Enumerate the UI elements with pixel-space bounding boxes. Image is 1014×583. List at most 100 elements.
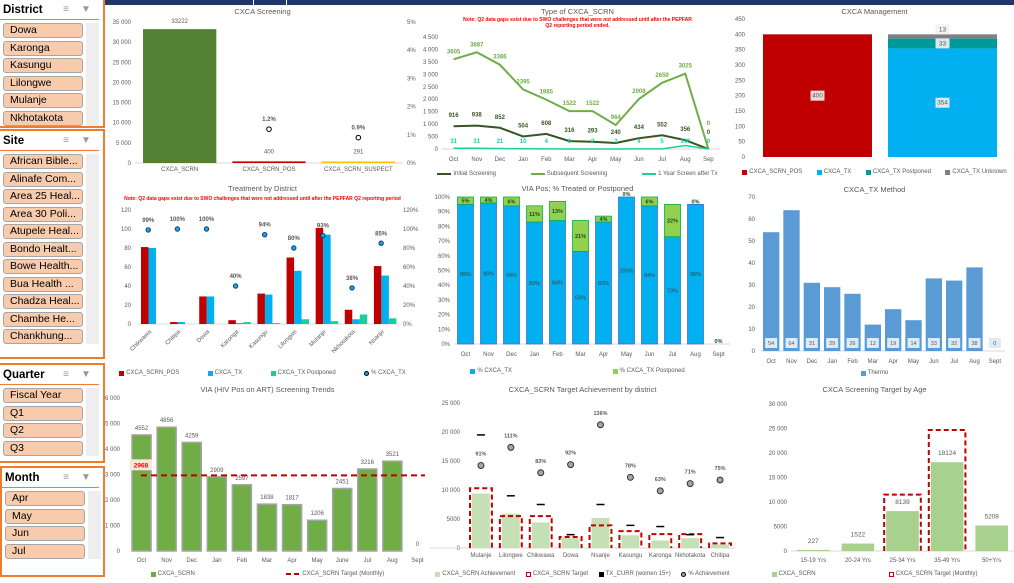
x-tick-label: Chitipa [711, 553, 730, 559]
slicer-quarter: Quarter ≡ ▼ Fiscal Year Q1 Q2 Q3 [0, 363, 105, 463]
chart-title: CXCA Screening [234, 7, 291, 16]
multi-select-icon[interactable]: ≡ [63, 368, 69, 380]
slicer-sidebar: District ≡ ▼ Dowa Karonga Kasungu Lilongwe M… [0, 0, 105, 583]
bar [925, 278, 942, 351]
slicer-scrollbar[interactable] [86, 154, 99, 344]
slicer-item[interactable]: May [5, 508, 85, 524]
data-label: 5% [462, 199, 470, 205]
multi-select-icon[interactable]: ≡ [63, 471, 69, 483]
x-tick-label: 15-19 Yrs [800, 558, 826, 564]
legend-item[interactable]: CXCA_SCRN [150, 571, 195, 577]
slicer-item[interactable]: Kasungu [3, 58, 83, 73]
y-tick-label: 450 [735, 17, 746, 23]
slicer-item[interactable]: Area 25 Heal... [3, 189, 83, 204]
clear-filter-icon[interactable]: ▼ [81, 3, 91, 15]
x-tick-label: 35-49 Yrs [934, 558, 960, 564]
legend-item[interactable]: Subsequent Screening [530, 171, 607, 177]
legend-item[interactable]: Thermo [860, 370, 888, 376]
legend-item[interactable]: % CXCA_TX Postponed [612, 368, 685, 374]
clear-filter-icon[interactable]: ▼ [81, 368, 91, 380]
bar [388, 318, 397, 324]
slicer-item[interactable]: Jun [5, 526, 85, 541]
legend-item[interactable]: 1 Year Screen after Tx [642, 171, 718, 177]
slicer-scrollbar[interactable] [86, 23, 99, 126]
chart-title: CXCA Screening Target by Age [822, 385, 927, 394]
legend-item[interactable]: % CXCA_TX [364, 370, 406, 376]
legend-item[interactable]: % CXCA_TX [470, 368, 512, 374]
slicer-item[interactable]: Chankhung... [3, 329, 83, 344]
y-tick-label: 3 000 [423, 72, 439, 78]
bar [306, 519, 328, 552]
y-tick-label: 50% [438, 269, 451, 275]
multi-select-icon[interactable]: ≡ [63, 134, 69, 146]
legend-item[interactable]: CXCA_TX [207, 370, 242, 376]
bar [156, 426, 177, 552]
legend-item[interactable]: CXCA_TX [816, 169, 851, 175]
legend-item[interactable]: CXCA_SCRN Target [525, 571, 588, 577]
data-label: 21 [497, 139, 504, 145]
slicer-item[interactable]: Area 30 Poli... [3, 206, 83, 222]
data-label-box [935, 97, 950, 108]
bar [886, 511, 919, 551]
legend-item[interactable]: CXCA_SCRN [771, 571, 816, 577]
slicer-scrollbar[interactable] [86, 388, 99, 456]
data-label: 71% [685, 470, 696, 476]
legend-swatch [119, 370, 125, 376]
legend-item[interactable]: CXCA_TX Unknown [945, 169, 1007, 175]
slicer-item[interactable]: Atupele Heal... [3, 224, 83, 239]
slicer-item[interactable]: Alinafe Com... [3, 171, 83, 187]
legend-item[interactable]: CXCA_TX Postponed [865, 169, 931, 175]
slicer-items: Dowa Karonga Kasungu Lilongwe Mulanje Nkhotak… [0, 23, 103, 126]
slicer-item[interactable]: Nkhotakota [3, 110, 83, 126]
slicer-item[interactable]: Fiscal Year [3, 388, 83, 403]
slicer-item[interactable]: Q1 [3, 405, 83, 421]
slicer-item[interactable]: Mulanje [3, 93, 83, 108]
y-tick-label: 100 [121, 227, 132, 233]
percent-point [597, 421, 604, 429]
slicer-item[interactable]: Q3 [3, 440, 83, 456]
y-tick-label: 120% [403, 208, 419, 214]
slicer-item[interactable]: Dowa [3, 23, 83, 38]
legend-item[interactable]: CXCA_SCRN Achievement [435, 571, 515, 577]
slicer-item[interactable]: Lilongwe [3, 75, 83, 91]
bar [199, 296, 207, 324]
slicer-item[interactable]: Chambe He... [3, 311, 83, 327]
x-tick-label: Feb [237, 558, 248, 564]
header-tab[interactable] [253, 0, 287, 5]
legend-item[interactable]: CXCA_SCRN Target (Monthly) [286, 571, 384, 577]
y-tick-label: 20 000 [113, 80, 132, 86]
slicer-item[interactable]: Bondo Healt... [3, 241, 83, 257]
legend-item[interactable]: CXCA_SCRN_POS [119, 370, 179, 376]
x-tick-label: Nov [483, 352, 494, 358]
slicer-item[interactable]: Jul [5, 543, 85, 559]
slicer-item[interactable]: Apr [5, 491, 85, 506]
y-tick-label: 20 000 [442, 430, 461, 436]
legend-item[interactable]: % Achievement [681, 571, 730, 577]
y-tick-label: 120 [121, 208, 132, 214]
y-tick-label: 0 [784, 549, 788, 555]
x-tick-label: Lilongwe [499, 553, 523, 559]
legend-item[interactable]: CXCA_TX Postponed [270, 370, 336, 376]
slicer-item[interactable]: Bua Health ... [3, 276, 83, 292]
slicer-item[interactable]: Chadza Heal... [3, 294, 83, 309]
y-tick-label: 2 500 [423, 85, 439, 91]
clear-filter-icon[interactable]: ▼ [81, 471, 91, 483]
slicer-scrollbar[interactable] [88, 491, 101, 559]
multi-select-icon[interactable]: ≡ [63, 3, 69, 15]
legend-label: % CXCA_TX [371, 370, 406, 376]
slicer-item[interactable]: Karonga [3, 40, 83, 56]
x-tick-label: May [610, 157, 621, 163]
bar [206, 296, 215, 324]
slicer-item[interactable]: African Bible... [3, 154, 83, 169]
legend-item[interactable]: CXCA_SCRN Target (Monthly) [888, 571, 977, 577]
x-tick-label: June [336, 558, 350, 564]
slicer-title: Site [3, 134, 25, 147]
legend-item[interactable]: CXCA_SCRN_POS [742, 169, 802, 175]
legend-item[interactable]: Initial Screening [437, 171, 496, 177]
slicer-item[interactable]: Q2 [3, 423, 83, 438]
legend-item[interactable]: TX_CURR (women 15+) [598, 571, 671, 577]
clear-filter-icon[interactable]: ▼ [81, 134, 91, 146]
slicer-item[interactable]: Bowe Health... [3, 259, 83, 274]
y-tick-label: 250 [735, 78, 746, 84]
data-label: 434 [634, 125, 645, 131]
